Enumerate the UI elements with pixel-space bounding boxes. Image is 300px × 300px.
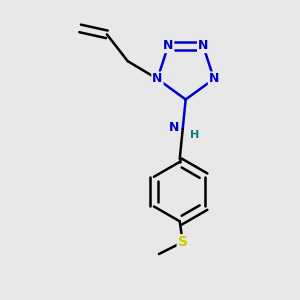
Text: H: H [190, 130, 199, 140]
Text: N: N [169, 121, 179, 134]
Text: S: S [178, 235, 188, 249]
Text: N: N [163, 39, 173, 52]
Text: N: N [198, 39, 208, 52]
Text: N: N [152, 72, 163, 86]
Text: N: N [209, 72, 219, 86]
